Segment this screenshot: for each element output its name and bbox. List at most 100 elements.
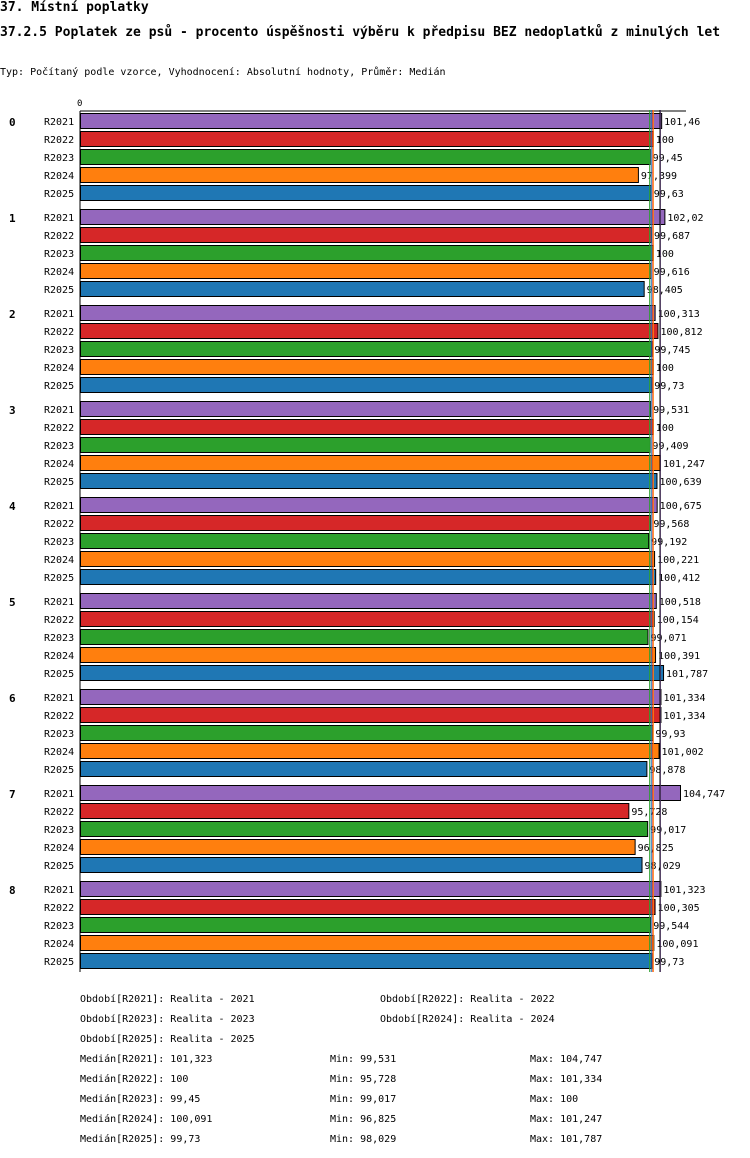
group-label-7: 7 <box>9 788 16 801</box>
bar-0-r2021 <box>80 113 663 129</box>
legend-min-r2024: Min: 96,825 <box>330 1114 397 1125</box>
value-label-2-r2024: 100 <box>656 363 674 374</box>
bar-0-r2025 <box>80 185 652 201</box>
group-label-8: 8 <box>9 884 16 897</box>
series-label-5-r2021: R2021 <box>44 597 74 608</box>
series-label-7-r2022: R2022 <box>44 807 74 818</box>
series-label-4-r2024: R2024 <box>44 555 74 566</box>
value-label-1-r2022: 99,687 <box>654 231 690 242</box>
series-label-8-r2025: R2025 <box>44 957 74 968</box>
bar-6-r2024 <box>80 743 660 759</box>
series-label-6-r2023: R2023 <box>44 729 74 740</box>
series-label-1-r2025: R2025 <box>44 285 74 296</box>
bar-0-r2024 <box>80 167 639 183</box>
series-label-8-r2023: R2023 <box>44 921 74 932</box>
axis-zero-label: 0 <box>77 99 82 109</box>
value-label-1-r2024: 99,616 <box>654 267 690 278</box>
series-label-7-r2025: R2025 <box>44 861 74 872</box>
bar-7-r2021 <box>80 785 681 801</box>
value-label-5-r2021: 100,518 <box>659 597 701 608</box>
value-label-8-r2021: 101,323 <box>663 885 705 896</box>
bar-7-r2022 <box>80 803 630 819</box>
value-label-3-r2022: 100 <box>656 423 674 434</box>
series-label-4-r2022: R2022 <box>44 519 74 530</box>
series-label-6-r2021: R2021 <box>44 693 74 704</box>
legend-median-r2023: Medián[R2023]: 99,45 <box>80 1094 201 1105</box>
legend-period-r2022: Období[R2022]: Realita - 2022 <box>380 994 555 1005</box>
series-label-1-r2021: R2021 <box>44 213 74 224</box>
value-label-8-r2025: 99,73 <box>654 957 684 968</box>
legend-min-r2021: Min: 99,531 <box>330 1054 397 1065</box>
bar-7-r2025 <box>80 857 643 873</box>
value-label-5-r2024: 100,391 <box>658 651 700 662</box>
series-label-2-r2025: R2025 <box>44 381 74 392</box>
bar-6-r2021 <box>80 689 662 705</box>
legend-median-r2024: Medián[R2024]: 100,091 <box>80 1114 213 1125</box>
value-label-8-r2022: 100,305 <box>658 903 700 914</box>
bar-5-r2024 <box>80 647 657 663</box>
bar-2-r2025 <box>80 377 653 393</box>
series-label-8-r2024: R2024 <box>44 939 74 950</box>
bar-6-r2022 <box>80 707 662 723</box>
legend-max-r2025: Max: 101,787 <box>530 1134 603 1145</box>
series-label-0-r2023: R2023 <box>44 153 74 164</box>
series-label-3-r2021: R2021 <box>44 405 74 416</box>
value-label-7-r2021: 104,747 <box>683 789 725 800</box>
group-label-4: 4 <box>9 500 16 513</box>
series-label-7-r2024: R2024 <box>44 843 74 854</box>
series-label-4-r2021: R2021 <box>44 501 74 512</box>
series-label-0-r2022: R2022 <box>44 135 74 146</box>
bar-8-r2022 <box>80 899 656 915</box>
value-label-7-r2025: 98,029 <box>645 861 681 872</box>
value-label-4-r2025: 100,412 <box>658 573 700 584</box>
series-label-5-r2022: R2022 <box>44 615 74 626</box>
value-label-2-r2022: 100,812 <box>660 327 702 338</box>
legend-max-r2024: Max: 101,247 <box>530 1114 603 1125</box>
value-label-1-r2025: 98,405 <box>647 285 683 296</box>
legend-max-r2021: Max: 104,747 <box>530 1054 603 1065</box>
group-label-3: 3 <box>9 404 16 417</box>
bar-2-r2021 <box>80 305 656 321</box>
bar-4-r2022 <box>80 515 652 531</box>
series-label-6-r2022: R2022 <box>44 711 74 722</box>
value-label-7-r2023: 99,017 <box>650 825 686 836</box>
bar-3-r2025 <box>80 473 658 489</box>
bar-1-r2023 <box>80 245 654 261</box>
value-label-5-r2022: 100,154 <box>657 615 699 626</box>
value-label-0-r2022: 100 <box>656 135 674 146</box>
value-label-1-r2021: 102,02 <box>667 213 703 224</box>
legend-median-r2022: Medián[R2022]: 100 <box>80 1074 189 1085</box>
series-label-3-r2025: R2025 <box>44 477 74 488</box>
value-label-3-r2025: 100,639 <box>659 477 701 488</box>
bar-7-r2024 <box>80 839 636 855</box>
chart-type-line: Typ: Počítaný podle vzorce, Vyhodnocení:… <box>0 67 446 78</box>
series-label-3-r2024: R2024 <box>44 459 74 470</box>
series-label-0-r2021: R2021 <box>44 117 74 128</box>
value-label-6-r2022: 101,334 <box>663 711 705 722</box>
bar-4-r2025 <box>80 569 657 585</box>
legend-period-r2021: Období[R2021]: Realita - 2021 <box>80 994 255 1005</box>
series-label-0-r2024: R2024 <box>44 171 74 182</box>
value-label-0-r2024: 97,399 <box>641 171 677 182</box>
value-label-6-r2024: 101,002 <box>662 747 704 758</box>
series-label-7-r2021: R2021 <box>44 789 74 800</box>
bar-2-r2022 <box>80 323 659 339</box>
bar-2-r2024 <box>80 359 654 375</box>
bar-7-r2023 <box>80 821 649 837</box>
chart-title: 37.2.5 Poplatek ze psů - procento úspěšn… <box>0 25 721 40</box>
bar-8-r2021 <box>80 881 662 897</box>
series-label-3-r2023: R2023 <box>44 441 74 452</box>
value-label-0-r2025: 99,63 <box>654 189 684 200</box>
bar-0-r2022 <box>80 131 654 147</box>
bar-4-r2024 <box>80 551 656 567</box>
bar-3-r2024 <box>80 455 661 471</box>
series-label-7-r2023: R2023 <box>44 825 74 836</box>
value-label-0-r2021: 101,46 <box>664 117 700 128</box>
value-label-1-r2023: 100 <box>656 249 674 260</box>
bar-8-r2023 <box>80 917 652 933</box>
value-label-6-r2023: 99,93 <box>655 729 685 740</box>
bar-5-r2023 <box>80 629 649 645</box>
bar-8-r2024 <box>80 935 655 951</box>
bar-2-r2023 <box>80 341 653 357</box>
